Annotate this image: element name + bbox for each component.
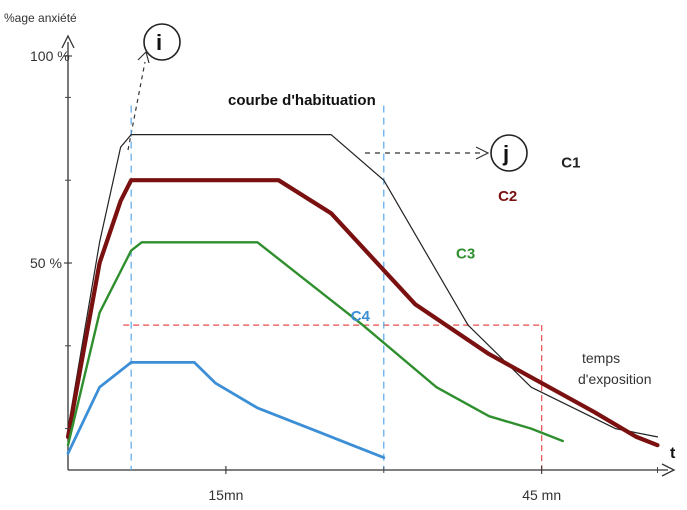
x-tick-label-1: 15mn (208, 487, 243, 503)
series-c4-line (66, 360, 386, 459)
series-label-c3: C3 (456, 246, 475, 263)
y-tick-label-1: 100 % (30, 48, 70, 64)
y-tick-label-2: 50 % (30, 255, 62, 271)
reference-lines (123, 105, 543, 470)
x-axis-title-line-2: d'exposition (578, 371, 652, 387)
marker-i-circle (143, 23, 181, 61)
y-axis-title: %age anxiété (4, 11, 77, 25)
marker-i-label: i (156, 30, 162, 55)
x-axis-title-line-1: temps (582, 350, 620, 366)
series-group (65, 134, 660, 459)
series-c3-line (66, 241, 564, 447)
marker-i-arrow (127, 61, 146, 151)
series-label-c2: C2 (498, 188, 517, 205)
marker-j-circle (490, 134, 528, 172)
marker-i-arrowhead (137, 50, 150, 64)
x-tick-label-2: 45 mn (522, 487, 561, 503)
chart-title: courbe d'habituation (228, 92, 376, 109)
x-axis-arrow (661, 463, 676, 477)
series-label-c4: C4 (351, 308, 371, 325)
ticks-group: 100 % 50 % 15mn 45 mn (30, 48, 658, 503)
series-labels-group: C1 C2 C3 C4 (351, 155, 581, 325)
y-axis-arrow (61, 34, 75, 49)
marker-j-label: j (502, 141, 509, 166)
series-c1-line (67, 134, 659, 438)
series-c2-line (65, 178, 660, 448)
marker-j-arrowhead (475, 146, 490, 160)
series-label-c1: C1 (561, 155, 580, 172)
x-axis-arrow-label: t (670, 445, 676, 462)
